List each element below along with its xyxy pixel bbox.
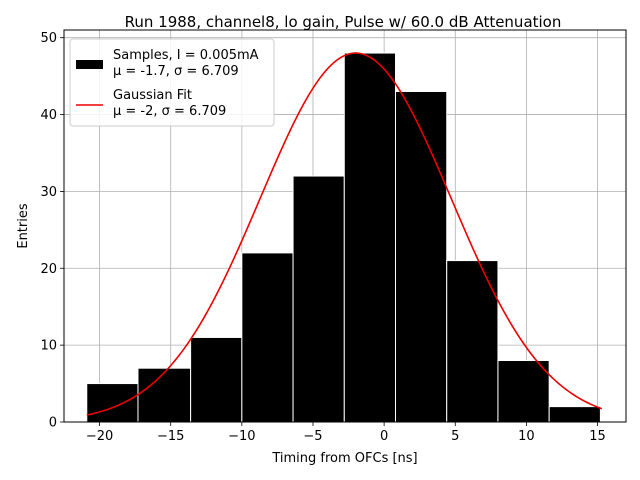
y-tick-label: 10 (40, 339, 57, 354)
x-tick-label: −5 (303, 429, 322, 444)
y-tick-label: 50 (40, 31, 57, 46)
y-tick-label: 40 (40, 108, 57, 123)
gaussian-fit (86, 52, 603, 416)
x-tick-label: 5 (451, 429, 459, 444)
x-tick-label: −20 (86, 429, 113, 444)
y-tick-label: 30 (40, 185, 57, 200)
x-tick-label: 10 (518, 429, 535, 444)
histogram-bar (497, 360, 550, 423)
chart-title: Run 1988, channel8, lo gain, Pulse w/ 60… (125, 13, 562, 31)
fit-curve (86, 52, 603, 416)
legend-entry-text: Samples, I = 0.005mA (113, 48, 259, 63)
legend-entry-text: μ = -2, σ = 6.709 (113, 104, 226, 119)
histogram-bar (292, 175, 345, 423)
axis-ticks: −20 −15 −10 −5 0 5 10 15 0 10 20 30 40 50 (40, 31, 605, 444)
legend-box (69, 38, 275, 127)
y-tick-label: 20 (40, 262, 57, 277)
histogram-bar (343, 52, 397, 423)
histogram-bar (446, 260, 499, 423)
x-tick-label: 0 (380, 429, 388, 444)
legend-entry-text: μ = -1.7, σ = 6.709 (113, 64, 239, 79)
x-tick-label: −15 (157, 429, 184, 444)
histogram-bar (548, 406, 601, 423)
histogram-bar (137, 367, 192, 423)
legend-entry-text: Gaussian Fit (113, 88, 192, 103)
histogram-bar (241, 252, 294, 423)
x-tick-label: −10 (228, 429, 255, 444)
legend-histogram-swatch (76, 60, 103, 69)
x-axis-label: Timing from OFCs [ns] (271, 451, 417, 466)
histogram-bar (86, 383, 139, 423)
y-axis-label: Entries (16, 203, 31, 249)
histogram-bar (395, 90, 448, 423)
histogram-bars (86, 52, 601, 423)
y-tick-label: 0 (49, 416, 57, 431)
x-tick-label: 15 (589, 429, 606, 444)
histogram-bar (190, 336, 243, 423)
plot-frame (63, 29, 627, 423)
